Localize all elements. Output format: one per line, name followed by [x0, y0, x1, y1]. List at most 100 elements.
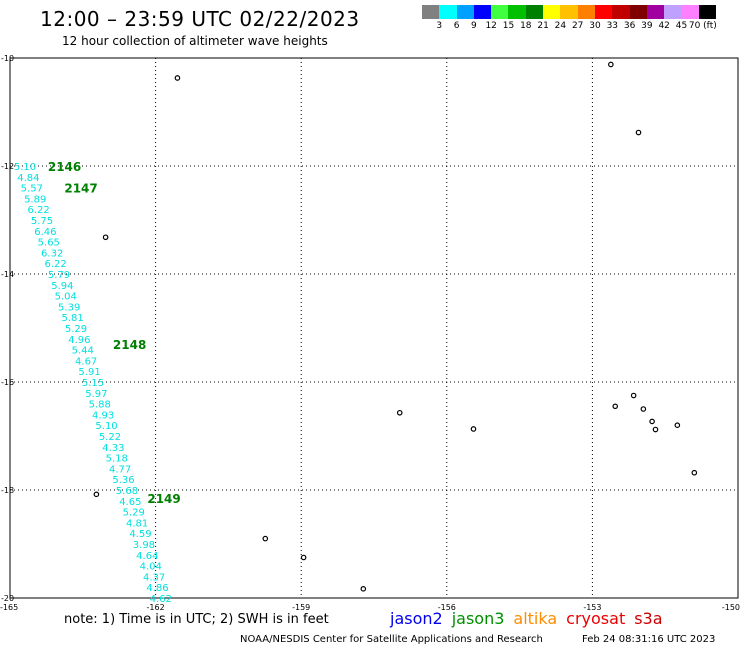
- latitude-label: -16: [1, 378, 14, 387]
- wave-height-reading: 5.29: [123, 508, 145, 519]
- wave-height-reading: 5.29: [65, 324, 87, 335]
- wave-height-reading: 5.79: [48, 270, 70, 281]
- wave-height-reading: 4.86: [146, 583, 168, 594]
- wave-height-reading: 4.04: [140, 562, 162, 573]
- longitude-label: -150: [722, 603, 740, 612]
- legend-swatch: [560, 5, 578, 19]
- legend-label: 45: [675, 21, 688, 31]
- island-outline: [102, 234, 109, 241]
- wave-height-reading: 6.32: [41, 248, 63, 259]
- latitude-label: -12: [1, 162, 14, 171]
- page-subtitle: 12 hour collection of altimeter wave hei…: [62, 34, 328, 48]
- island-outline: [649, 418, 655, 425]
- wave-height-reading: 5.15: [82, 378, 104, 389]
- wave-height-reading: 5.10: [14, 162, 36, 173]
- legend-label: 15: [502, 21, 515, 31]
- footer-timestamp: Feb 24 08:31:16 UTC 2023: [582, 634, 716, 645]
- page-title: 12:00 – 23:59 UTC 02/22/2023: [40, 7, 360, 31]
- wave-height-reading: 5.10: [95, 421, 117, 432]
- track-time-label: 2146: [48, 160, 81, 174]
- wave-height-reading: 5.97: [85, 389, 107, 400]
- wave-height-reading: 5.81: [61, 313, 83, 324]
- legend-label: 9: [471, 21, 477, 31]
- legend-swatch: [508, 5, 526, 19]
- wave-height-reading: 5.44: [72, 346, 94, 357]
- wave-height-reading: 4.33: [102, 443, 124, 454]
- legend-label: 27: [571, 21, 584, 31]
- wave-height-reading: 4.37: [143, 572, 165, 583]
- track-time-label: 2147: [64, 182, 97, 196]
- wave-height-reading: 5.68: [116, 486, 138, 497]
- wave-height-reading: 5.18: [106, 454, 128, 465]
- wave-height-reading: 3.98: [133, 540, 155, 551]
- legend-swatch: [698, 5, 717, 19]
- satellite-jason2: jason2: [390, 609, 443, 628]
- wave-height-reading: 6.46: [34, 227, 56, 238]
- legend-swatch: [646, 5, 665, 19]
- island-outline: [93, 491, 100, 498]
- wave-height-reading: 5.89: [24, 194, 46, 205]
- island-outline: [470, 426, 477, 432]
- legend-swatch: [456, 5, 474, 19]
- satellite-cryosat: cryosat: [566, 609, 626, 628]
- wave-height-reading: 5.75: [31, 216, 53, 227]
- track-time-label: 2148: [113, 338, 146, 352]
- latitude-label: -10: [1, 54, 14, 63]
- wave-height-reading: 5.57: [21, 184, 43, 195]
- island-outline: [635, 129, 642, 136]
- wave-height-reading: 5.36: [112, 475, 134, 486]
- legend-swatch: [594, 5, 613, 19]
- legend-swatch: [439, 5, 457, 19]
- units-note: note: 1) Time is in UTC; 2) SWH is in fe…: [64, 612, 329, 627]
- longitude-label: -159: [292, 603, 310, 612]
- wave-height-reading: 5.88: [89, 400, 111, 411]
- latitude-label: -14: [1, 270, 14, 279]
- wave-height-reading: 4.64: [136, 551, 158, 562]
- wave-height-reading: 4.77: [109, 464, 131, 475]
- legend-label: 42: [658, 21, 670, 31]
- island-outline: [262, 535, 269, 542]
- legend-swatch: [629, 5, 647, 19]
- wave-height-reading: 6.22: [27, 205, 49, 216]
- legend-label: 3: [436, 21, 443, 31]
- island-outline: [300, 554, 307, 561]
- wave-height-reading: 5.65: [38, 238, 60, 249]
- wave-height-reading: 5.94: [51, 281, 73, 292]
- satellite-jason3: jason3: [451, 609, 505, 628]
- wave-height-reading: 4.59: [129, 529, 151, 540]
- wave-height-reading: 4.81: [126, 518, 148, 529]
- island-outline: [652, 426, 659, 433]
- wave-height-reading: 4.84: [17, 173, 39, 184]
- legend-swatch: [422, 5, 440, 19]
- wave-height-reading: 5.39: [58, 302, 80, 313]
- island-outline: [691, 469, 698, 476]
- footer-credit: NOAA/NESDIS Center for Satellite Applica…: [240, 634, 543, 645]
- island-outline: [360, 586, 367, 592]
- wave-height-reading: 4.67: [75, 356, 97, 367]
- wave-height-color-legend: [422, 5, 717, 19]
- legend-swatch: [473, 5, 492, 19]
- legend-swatch: [577, 5, 595, 19]
- legend-swatch: [491, 5, 509, 19]
- wave-height-reading: 6.22: [44, 259, 66, 270]
- island-outline: [630, 392, 637, 399]
- satellite-legend: jason2 jason3 altika cryosat s3a: [390, 609, 672, 628]
- longitude-label: -153: [583, 603, 601, 612]
- legend-label: 39: [641, 21, 653, 31]
- island-outline: [612, 403, 619, 410]
- legend-label: 30: [589, 21, 601, 31]
- legend-label: 12: [485, 21, 497, 31]
- legend-label: 33: [606, 21, 619, 31]
- island-outline: [674, 422, 681, 429]
- wave-height-reading: 4.96: [68, 335, 90, 346]
- legend-swatch: [612, 5, 630, 19]
- longitude-label: -165: [0, 603, 18, 612]
- island-outline: [174, 75, 181, 81]
- legend-swatch: [681, 5, 699, 19]
- wave-height-reading: 4.62: [150, 594, 172, 605]
- latitude-label: -20: [1, 594, 14, 603]
- satellite-s3a: s3a: [634, 609, 663, 628]
- wave-height-reading: 4.93: [92, 410, 114, 421]
- track-time-label: 2149: [147, 492, 180, 506]
